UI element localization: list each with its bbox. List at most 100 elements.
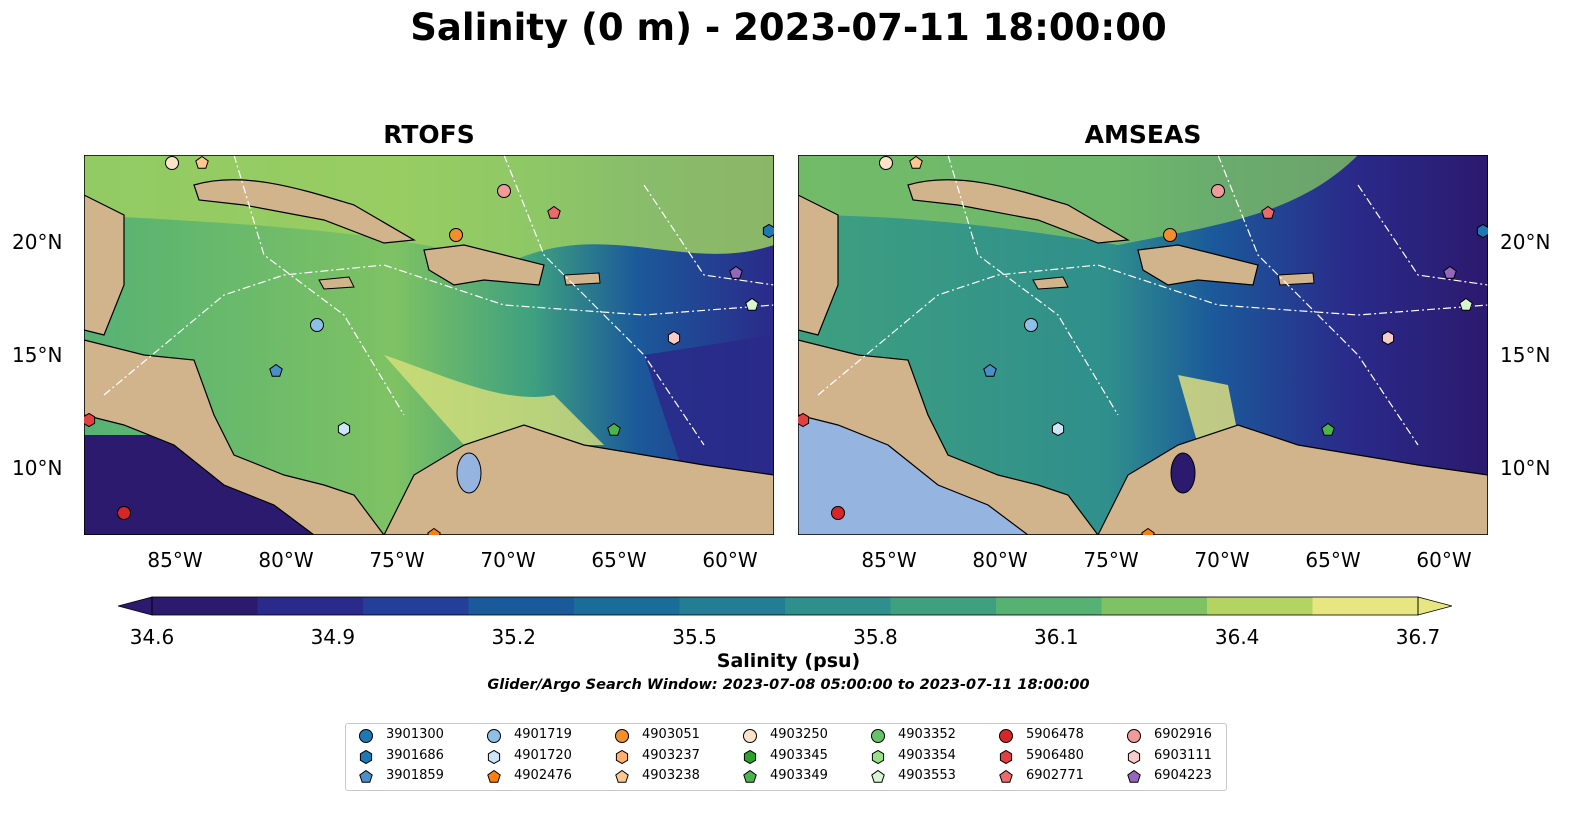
legend-label: 6903111 (1154, 747, 1212, 763)
lon-label-60w-left: 60°W (702, 548, 758, 572)
land-jamaica (318, 276, 355, 290)
land-puerto-rico (563, 272, 601, 286)
float-marker (1163, 228, 1177, 242)
legend-entry: 4903354 (868, 746, 993, 766)
eez-boundary-2 (233, 155, 774, 446)
float-marker (449, 228, 463, 242)
legend-label: 4903237 (642, 747, 700, 763)
legend-marker-icon (615, 769, 629, 783)
legend-marker-icon (871, 729, 885, 743)
float-marker (165, 156, 179, 170)
colorbar-segment (1207, 597, 1313, 615)
legend-label: 3901859 (386, 768, 444, 783)
map-amseas (798, 155, 1488, 535)
land-yucatan (798, 194, 839, 336)
high-salinity-north (798, 155, 1358, 245)
legend-entry: 3901686 (356, 746, 481, 766)
legend-entry: 4903553 (868, 766, 993, 786)
legend-marker-icon (871, 769, 885, 783)
float-marker (269, 363, 283, 377)
legend-entry: 4903238 (612, 766, 737, 786)
legend-label: 3901300 (386, 727, 444, 742)
land-south-america (1097, 424, 1488, 535)
float-marker (195, 155, 209, 169)
lon-label-75w-right: 75°W (1083, 548, 1139, 572)
colorbar-tick-label: 35.2 (491, 625, 536, 649)
float-marker (729, 265, 743, 279)
colorbar-tick-label: 36.7 (1395, 625, 1441, 649)
legend-marker-icon (615, 729, 629, 743)
colorbar-frame (151, 596, 1419, 616)
land-puerto-rico (1277, 272, 1315, 286)
land-yucatan (84, 194, 125, 336)
float-marker (831, 506, 845, 520)
lat-label-15n-right: 15°N (1500, 343, 1551, 367)
high-salinity-patch (1178, 375, 1238, 445)
legend-marker-icon (487, 769, 501, 783)
legend-entry: 5906480 (996, 746, 1121, 766)
legend-entry: 4901719 (484, 725, 609, 745)
float-marker (607, 422, 621, 436)
colorbar-segment (1312, 597, 1419, 615)
float-marker (1476, 223, 1488, 239)
legend-label: 4901720 (514, 747, 572, 763)
legend-entry: 6903111 (1124, 746, 1249, 766)
float-marker (983, 363, 997, 377)
legend-label: 4903349 (770, 768, 828, 783)
legend-label: 4903250 (770, 727, 828, 742)
lat-label-20n-left: 20°N (12, 230, 63, 254)
float-marker (745, 297, 759, 311)
legend-entry: 3901859 (356, 766, 481, 786)
colorbar-segment (363, 597, 469, 615)
legend-label: 5906478 (1026, 727, 1084, 742)
legend-marker-icon (999, 729, 1013, 743)
float-marker (1381, 330, 1395, 346)
colorbar-tick-label: 36.1 (1034, 625, 1079, 649)
legend-entry: 6902916 (1124, 725, 1249, 745)
legend-marker-icon (487, 729, 501, 743)
float-marker (798, 412, 810, 428)
eez-boundary (817, 264, 1488, 396)
legend-entry: 5906478 (996, 725, 1121, 745)
float-marker (1443, 265, 1457, 279)
land-central-america (798, 339, 1099, 535)
colorbar-segment (996, 597, 1102, 615)
land-central-america (84, 339, 385, 535)
float-marker (1321, 422, 1335, 436)
colorbar-segment (679, 597, 786, 615)
legend-entry: 4903349 (740, 766, 865, 786)
legend-entry: 4903250 (740, 725, 865, 745)
legend-label: 6902916 (1154, 727, 1212, 742)
land-south-america (383, 424, 774, 535)
colorbar-segment (257, 597, 364, 615)
float-markers (84, 155, 774, 535)
land-jamaica (1032, 276, 1069, 290)
float-marker (1024, 318, 1038, 332)
legend-marker-icon (871, 749, 885, 764)
legend-marker-icon (999, 749, 1013, 764)
colorbar-tick-label: 34.9 (310, 625, 356, 649)
legend-entry: 4903237 (612, 746, 737, 766)
land-cuba (193, 179, 416, 244)
legend-label: 4901719 (514, 727, 572, 742)
legend-label: 6902771 (1026, 768, 1084, 783)
lake-maracaibo (1170, 452, 1196, 494)
float-marker (547, 205, 561, 219)
legend-marker-icon (743, 729, 757, 743)
colorbar-segment (785, 597, 891, 615)
float-marker (117, 506, 131, 520)
legend-entry: 4901720 (484, 746, 609, 766)
float-marker (497, 184, 511, 198)
legend-label: 6904223 (1154, 768, 1212, 783)
legend-entry: 4902476 (484, 766, 609, 786)
figure-title: Salinity (0 m) - 2023-07-11 18:00:00 (410, 6, 1167, 49)
float-marker (310, 318, 324, 332)
lon-label-65w-right: 65°W (1305, 548, 1361, 572)
search-window-note: Glider/Argo Search Window: 2023-07-08 05… (487, 677, 1090, 693)
eez-boundary-2 (947, 155, 1488, 446)
legend-marker-icon (1127, 729, 1141, 743)
float-marker (667, 330, 681, 346)
float-marker (1051, 421, 1065, 437)
legend-label: 4903553 (898, 768, 956, 783)
land-hispaniola (1137, 244, 1259, 286)
